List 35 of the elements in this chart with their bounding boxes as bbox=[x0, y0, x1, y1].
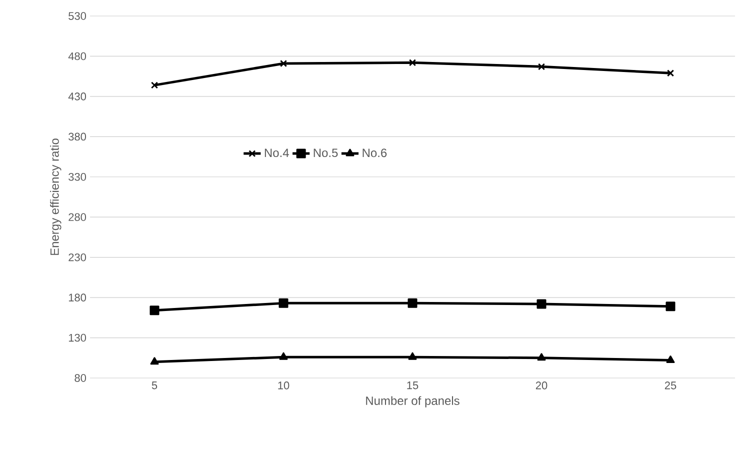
y-tick-label: 380 bbox=[68, 132, 86, 141]
y-tick-label: 230 bbox=[68, 253, 86, 262]
point bbox=[279, 352, 288, 360]
y-tick-label: 130 bbox=[68, 334, 86, 342]
point bbox=[536, 299, 546, 309]
point bbox=[280, 60, 288, 68]
point bbox=[666, 70, 674, 77]
point bbox=[408, 298, 418, 308]
point bbox=[537, 353, 546, 361]
point bbox=[150, 306, 160, 316]
x-tick-label: 20 bbox=[536, 382, 548, 390]
x-axis-title: Number of panels bbox=[366, 396, 460, 408]
y-tick-label: 530 bbox=[68, 12, 86, 20]
point bbox=[150, 82, 158, 89]
x-tick-label: 10 bbox=[278, 382, 290, 390]
y-tick-label: 430 bbox=[68, 92, 86, 100]
legend-label: No.6 bbox=[362, 148, 387, 158]
x-tick-label: 25 bbox=[664, 382, 676, 390]
y-tick-label: 80 bbox=[74, 374, 86, 382]
y-axis-title: Energy efficiency ratio bbox=[50, 138, 62, 255]
y-tick-label: 280 bbox=[68, 213, 86, 222]
legend-label: No.4 bbox=[264, 148, 289, 158]
y-tick-label: 480 bbox=[68, 52, 86, 60]
x-tick-label: 5 bbox=[152, 382, 158, 390]
point bbox=[666, 302, 676, 312]
point bbox=[150, 357, 159, 365]
x-tick-label: 15 bbox=[407, 382, 418, 390]
point bbox=[666, 356, 675, 364]
point bbox=[408, 59, 416, 66]
point bbox=[278, 298, 288, 308]
legend-label: No.5 bbox=[314, 148, 338, 158]
point bbox=[538, 63, 546, 70]
point bbox=[408, 352, 417, 360]
y-tick-label: 330 bbox=[68, 173, 86, 181]
y-tick-label: 180 bbox=[68, 294, 86, 302]
